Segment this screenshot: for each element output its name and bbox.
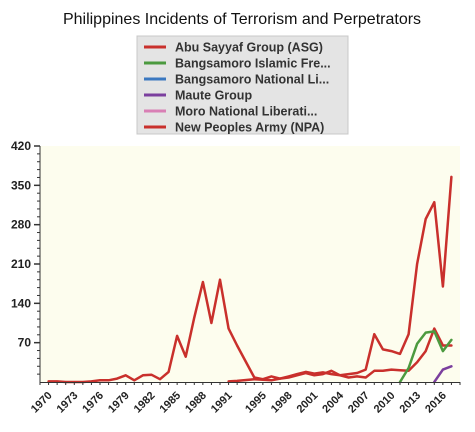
legend-label: Bangsamoro Islamic Fre... (175, 57, 331, 71)
series-layer (47, 175, 453, 384)
legend-label: New Peoples Army (NPA) (175, 121, 324, 135)
x-tick-label: 2013 (397, 390, 423, 416)
x-tick-label: 1976 (80, 390, 106, 416)
y-tick-label: 350 (11, 178, 31, 192)
series-line (227, 327, 453, 383)
x-tick-label: 1995 (243, 390, 269, 416)
plot-area (40, 146, 460, 382)
x-tick-label: 2010 (372, 390, 398, 416)
x-tick-label: 1982 (132, 390, 158, 416)
series-line (398, 330, 453, 384)
x-tick-label: 1970 (29, 390, 55, 416)
x-tick-label: 1985 (157, 390, 183, 416)
x-tick-label: 1979 (106, 390, 132, 416)
chart-title: Philippines Incidents of Terrorism and P… (63, 11, 421, 28)
x-tick-label: 1991 (209, 390, 235, 416)
series-line (433, 365, 453, 384)
legend-label: Abu Sayyaf Group (ASG) (175, 41, 323, 55)
y-tick-label: 280 (11, 218, 31, 232)
x-tick-label: 1973 (55, 390, 81, 416)
x-tick-label: 2004 (320, 389, 346, 415)
legend-box (136, 35, 349, 135)
y-ticks: 70 140 210 280 350 420 (11, 139, 40, 375)
x-tick-label: 1988 (183, 390, 209, 416)
x-tick-label: 1998 (269, 390, 295, 416)
x-tick-label: 2007 (346, 390, 372, 416)
legend-label: Moro National Liberati... (175, 105, 317, 119)
legend-label: Maute Group (175, 89, 252, 103)
y-tick-label: 140 (11, 296, 31, 310)
x-ticks: 1970 1973 1976 1979 1982 1985 1988 1991 1995 1998… (29, 382, 461, 416)
legend-label: Bangsamoro National Li... (175, 73, 329, 87)
series-line (47, 175, 453, 384)
x-tick-label: 2001 (295, 390, 321, 416)
y-tick-label: 70 (18, 336, 32, 350)
y-tick-label: 420 (11, 139, 31, 153)
y-tick-label: 210 (11, 257, 31, 271)
legend: Abu Sayyaf Group (ASG) Bangsamoro Islamic… (136, 35, 349, 135)
x-tick-label: 2016 (423, 390, 449, 416)
